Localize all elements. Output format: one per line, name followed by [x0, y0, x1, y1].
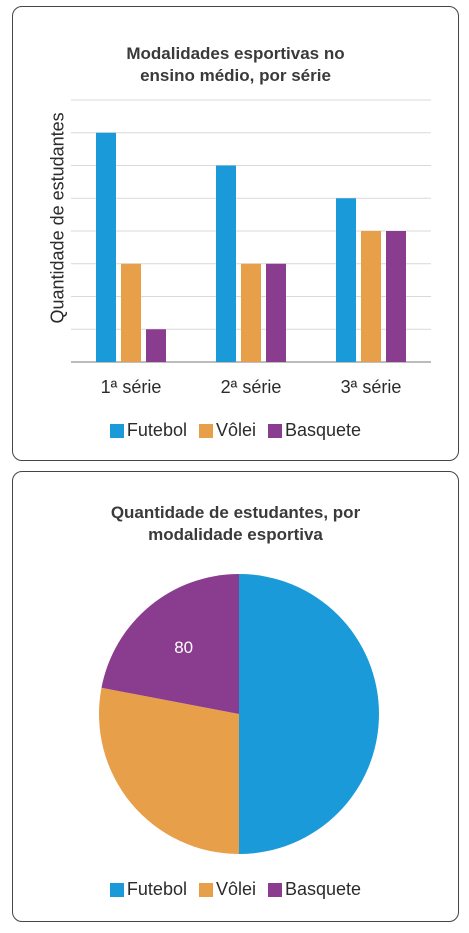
bar-chart-panel: Modalidades esportivas no ensino médio, … [12, 6, 459, 461]
pie-slice-label-basquete: 80 [174, 638, 193, 657]
bar-legend-swatch-futebol [109, 423, 124, 438]
bar-volei-2 [241, 263, 261, 362]
bar-chart-title: Modalidades esportivas no ensino médio, … [13, 43, 458, 87]
pie-chart-legend: Futebol Vôlei Basquete [13, 879, 458, 900]
pie-chart-plot: 80 [98, 574, 379, 854]
pie-legend-label-volei: Vôlei [215, 879, 256, 899]
bar-legend-label-futebol: Futebol [126, 420, 187, 440]
bar-legend-swatch-basquete [268, 423, 282, 438]
pie-chart-title: Quantidade de estudantes, por modalidade… [13, 502, 458, 546]
bar-basquete-3 [386, 231, 406, 362]
bar-futebol-3 [336, 198, 356, 362]
bar-chart-plot: 1ª série 2ª série 3ª série [71, 99, 431, 397]
pie-chart-title-line-2: modalidade esportiva [148, 525, 323, 544]
bar-volei-1 [121, 263, 141, 362]
bar-legend-item-basquete: Basquete [268, 420, 361, 441]
bar-legend-label-volei: Vôlei [215, 420, 256, 440]
bar-basquete-2 [266, 263, 286, 362]
pie-chart-panel: Quantidade de estudantes, por modalidade… [12, 471, 459, 922]
bar-legend-item-volei: Vôlei [198, 420, 256, 441]
bar-chart-x-tick-label: 1ª série [101, 377, 162, 397]
pie-slice-volei [98, 687, 239, 854]
bar-chart-title-line-2: ensino médio, por série [140, 66, 331, 85]
pie-legend-swatch-basquete [268, 882, 282, 897]
pie-legend-swatch-futebol [109, 882, 124, 897]
bar-legend-label-basquete: Basquete [285, 420, 362, 440]
pie-legend-label-futebol: Futebol [126, 879, 187, 899]
bar-futebol-2 [216, 165, 236, 362]
bar-chart-legend: Futebol Vôlei Basquete [13, 420, 458, 441]
bar-legend-item-futebol: Futebol [109, 420, 187, 441]
bar-futebol-1 [96, 132, 116, 362]
bar-legend-swatch-volei [198, 423, 213, 438]
bar-volei-3 [361, 231, 381, 362]
pie-chart-title-line-1: Quantidade de estudantes, por [110, 503, 361, 522]
pie-legend-swatch-volei [198, 882, 213, 897]
pie-slice-futebol [239, 574, 379, 854]
pie-slice-basquete [101, 574, 239, 714]
bar-chart-title-line-1: Modalidades esportivas no [126, 44, 345, 63]
bar-basquete-1 [146, 329, 166, 362]
pie-legend-item-basquete: Basquete [268, 879, 361, 900]
bar-chart-x-tick-label: 3ª série [341, 377, 402, 397]
pie-legend-label-basquete: Basquete [285, 879, 362, 899]
bar-chart-x-tick-label: 2ª série [221, 377, 282, 397]
pie-legend-item-volei: Vôlei [198, 879, 256, 900]
pie-legend-item-futebol: Futebol [109, 879, 187, 900]
